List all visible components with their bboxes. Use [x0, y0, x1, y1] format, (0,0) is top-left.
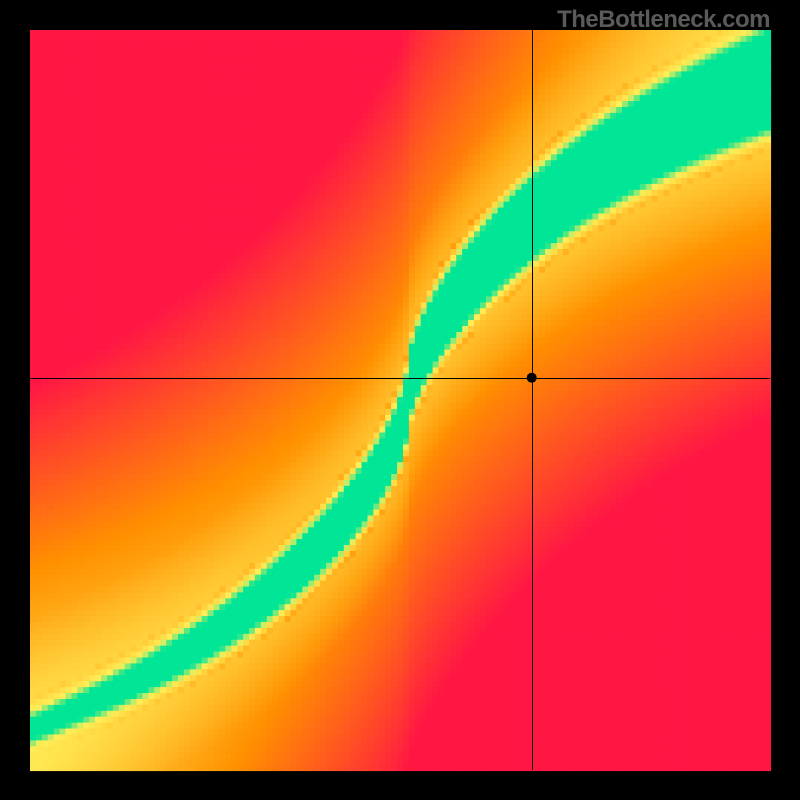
bottleneck-heatmap [0, 0, 800, 800]
chart-container: { "watermark": { "text": "TheBottleneck.… [0, 0, 800, 800]
watermark-text: TheBottleneck.com [557, 6, 770, 34]
